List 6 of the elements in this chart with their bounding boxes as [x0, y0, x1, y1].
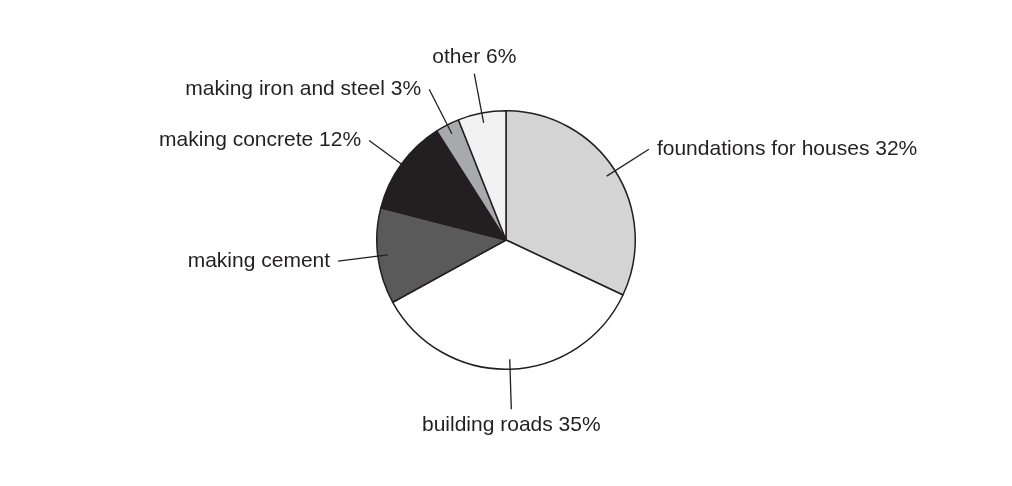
slice-label: building roads 35%: [422, 412, 601, 436]
slice-label: making cement: [187, 248, 331, 272]
slice-label: making iron and steel 3%: [185, 75, 422, 99]
slice-label: other 6%: [432, 44, 517, 68]
slice-label: foundations for houses 32%: [656, 136, 918, 160]
slice-label: making concrete 12%: [159, 127, 362, 151]
